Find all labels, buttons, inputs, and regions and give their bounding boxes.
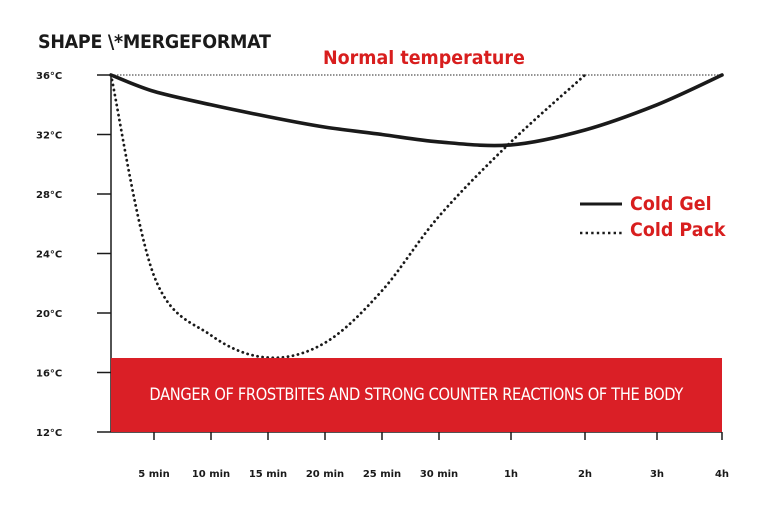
y-tick-label: 36°C <box>36 71 62 82</box>
x-tick-label: 20 min <box>306 469 344 480</box>
y-tick-label: 12°C <box>36 428 62 439</box>
chart-title: SHAPE \*MERGEFORMAT <box>38 31 271 53</box>
series-line-cold-gel <box>109 73 724 148</box>
danger-zone-text: DANGER OF FROSTBITES AND STRONG COUNTER … <box>149 385 684 405</box>
legend-solid-swatch <box>580 202 622 206</box>
y-tick-label: 28°C <box>36 190 62 201</box>
y-tick-label: 16°C <box>36 369 62 380</box>
legend-cold-pack: Cold Pack <box>630 219 726 241</box>
x-tick-label: 10 min <box>192 469 230 480</box>
y-tick-label: 20°C <box>36 309 62 320</box>
x-tick-label: 5 min <box>138 469 169 480</box>
x-tick-label: 25 min <box>363 469 401 480</box>
danger-zone: DANGER OF FROSTBITES AND STRONG COUNTER … <box>111 358 722 432</box>
x-tick-label: 1h <box>504 469 518 480</box>
x-tick-label: 3h <box>650 469 664 480</box>
normal-temperature-label: Normal temperature <box>323 47 525 69</box>
x-tick-label: 30 min <box>420 469 458 480</box>
legend-cold-gel: Cold Gel <box>630 193 712 215</box>
legend-dotted-swatch <box>580 231 622 235</box>
x-tick-label: 15 min <box>249 469 287 480</box>
x-tick-label: 2h <box>578 469 592 480</box>
x-tick-label: 4h <box>715 469 729 480</box>
series-line-cold-pack <box>109 73 587 360</box>
y-tick-label: 32°C <box>36 131 62 142</box>
y-tick-label: 24°C <box>36 250 62 261</box>
